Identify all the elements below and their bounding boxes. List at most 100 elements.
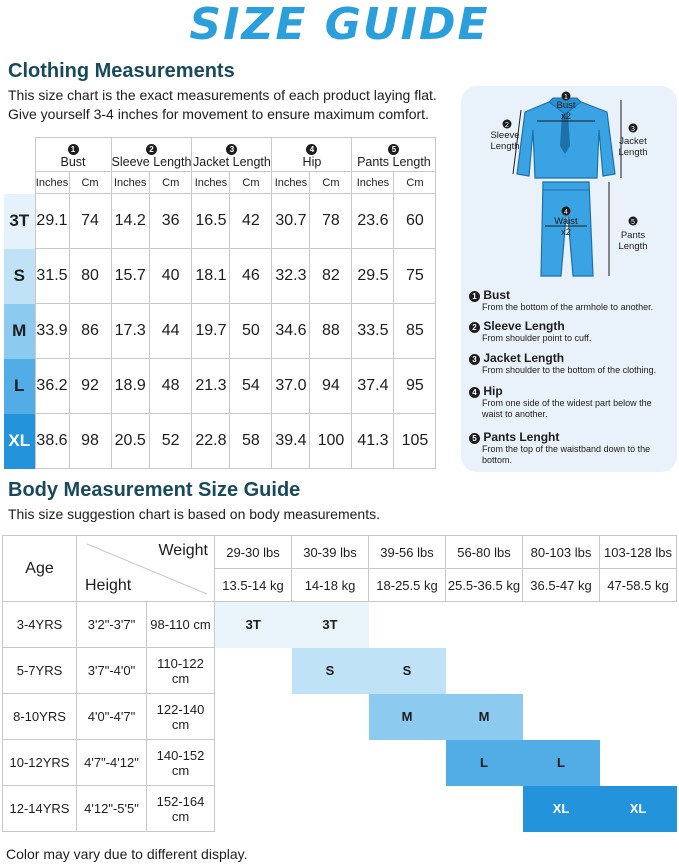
desc-sleeve: 2 Sleeve Length From shoulder point to c… xyxy=(469,319,674,344)
measurement-cell: 85 xyxy=(393,303,437,359)
empty-cell xyxy=(292,786,369,832)
garment-diagram-panel: 1 2 3 4 5 Bust x2 Sleeve Length Jacket L… xyxy=(461,86,677,472)
age-cell: 5-7YRS xyxy=(2,647,77,694)
col-head-sleeve: 2 Sleeve Length xyxy=(110,137,193,172)
unit-inches: Inches xyxy=(351,171,395,194)
garment-illustration: 1 2 3 4 5 xyxy=(502,91,638,277)
empty-cell xyxy=(369,786,446,832)
unit-cm: Cm xyxy=(68,171,112,194)
svg-text:4: 4 xyxy=(564,209,568,216)
unit-cm: Cm xyxy=(148,171,193,194)
measurement-cell: 94 xyxy=(309,358,353,414)
col-label: Bust xyxy=(60,155,86,169)
empty-cell xyxy=(523,602,600,648)
measurement-cell: 21.3 xyxy=(191,358,231,414)
desc-text: From shoulder to the bottom of the cloth… xyxy=(482,365,657,375)
measurement-cell: 20.5 xyxy=(110,413,150,469)
height-in-cell: 3'2"-3'7" xyxy=(76,601,147,648)
weight-lbs-cell: 103-128 lbs xyxy=(599,535,677,569)
measurement-cell: 33.5 xyxy=(351,303,395,359)
table-row: 3-4YRS 3'2"-3'7" 98-110 cm 3T 3T xyxy=(2,601,677,648)
desc-text: From shoulder point to cuff. xyxy=(482,333,592,343)
waist-diagram-label: Waist x2 xyxy=(554,216,578,238)
unit-cm: Cm xyxy=(393,171,437,194)
weight-kg-cell: 18-25.5 kg xyxy=(368,568,446,602)
col-head-hip: 4 Hip xyxy=(271,137,353,172)
height-cm-cell: 152-164 cm xyxy=(146,785,215,832)
desc-title: Sleeve Length xyxy=(483,319,565,333)
col-label: Sleeve Length xyxy=(111,155,192,169)
weight-lbs-cell: 30-39 lbs xyxy=(291,535,369,569)
desc-title: Bust xyxy=(483,288,511,302)
measurement-cell: 22.8 xyxy=(191,413,231,469)
desc-text: From the top of the waistband down to th… xyxy=(482,444,651,465)
body-subtitle: This size suggestion chart is based on b… xyxy=(8,506,380,522)
badge-2: 2 xyxy=(145,144,157,155)
measurement-cell: 14.2 xyxy=(110,193,150,249)
measurement-cell: 92 xyxy=(68,358,112,414)
badge-4: 4 xyxy=(306,144,318,155)
height-in-cell: 4'12"-5'5" xyxy=(76,785,147,832)
size-label: XL xyxy=(4,413,35,469)
badge-3: 3 xyxy=(469,354,480,365)
table-row: 3T 29.1 74 14.2 36 16.5 42 30.7 78 23.6 60 xyxy=(4,193,437,249)
measurement-cell: 60 xyxy=(393,193,437,249)
weight-kg-cell: 25.5-36.5 kg xyxy=(445,568,523,602)
desc-jacket: 3 Jacket Length From shoulder to the bot… xyxy=(469,351,674,376)
measurement-cell: 98 xyxy=(68,413,112,469)
measurement-cell: 15.7 xyxy=(110,248,150,304)
height-in-cell: 4'0"-4'7" xyxy=(76,693,147,740)
height-in-cell: 4'7"-4'12" xyxy=(76,739,147,786)
empty-cell xyxy=(446,648,523,694)
col-head-jacket: 3 Jacket Length xyxy=(191,137,273,172)
empty-cell xyxy=(600,648,677,694)
measurement-cell: 50 xyxy=(229,303,273,359)
size-chip: L xyxy=(522,739,600,786)
empty-cell xyxy=(215,786,292,832)
empty-cell xyxy=(600,740,677,786)
badge-3: 3 xyxy=(226,144,238,155)
empty-cell xyxy=(292,740,369,786)
empty-cell xyxy=(600,694,677,740)
desc-text: From the bottom of the armhole to anothe… xyxy=(482,302,654,312)
measurement-cell: 74 xyxy=(68,193,112,249)
size-chip: XL xyxy=(599,785,677,832)
size-label: L xyxy=(4,358,35,414)
clothing-subtitle-1: This size chart is the exact measurement… xyxy=(8,87,437,103)
bust-diagram-label: Bust x2 xyxy=(556,100,576,122)
measurement-cell: 34.6 xyxy=(271,303,311,359)
unit-inches: Inches xyxy=(271,171,311,194)
sleeve-diagram-label: Sleeve Length xyxy=(490,130,520,152)
empty-cell xyxy=(215,740,292,786)
body-heading: Body Measurement Size Guide xyxy=(8,479,301,501)
svg-text:2: 2 xyxy=(505,122,509,129)
collar-shape xyxy=(548,97,582,115)
measurement-cell: 39.4 xyxy=(271,413,311,469)
measurement-cell: 37.4 xyxy=(351,358,395,414)
measurement-cell: 30.7 xyxy=(271,193,311,249)
badge-1: 1 xyxy=(469,291,480,302)
measurement-cell: 95 xyxy=(393,358,437,414)
measurement-cell: 86 xyxy=(68,303,112,359)
measurement-cell: 46 xyxy=(229,248,273,304)
badge-5: 5 xyxy=(469,433,480,444)
measurement-cell: 37.0 xyxy=(271,358,311,414)
badge-5: 5 xyxy=(388,144,400,155)
measurement-cell: 29.5 xyxy=(351,248,395,304)
size-chip: XL xyxy=(522,785,600,832)
measurement-cell: 23.6 xyxy=(351,193,395,249)
size-label: 3T xyxy=(4,193,35,249)
measurement-cell: 75 xyxy=(393,248,437,304)
page-title: SIZE GUIDE xyxy=(189,0,490,50)
measurement-cell: 29.1 xyxy=(34,193,70,249)
measurement-cell: 18.1 xyxy=(191,248,231,304)
empty-cell xyxy=(446,602,523,648)
tie-shape xyxy=(560,114,570,154)
measurement-cell: 18.9 xyxy=(110,358,150,414)
badge-4: 4 xyxy=(469,387,480,398)
empty-cell xyxy=(523,694,600,740)
table-row: S 31.5 80 15.7 40 18.1 46 32.3 82 29.5 75 xyxy=(4,248,437,304)
size-label: M xyxy=(4,303,35,359)
size-chip: M xyxy=(445,693,523,740)
weight-kg-cell: 47-58.5 kg xyxy=(599,568,677,602)
